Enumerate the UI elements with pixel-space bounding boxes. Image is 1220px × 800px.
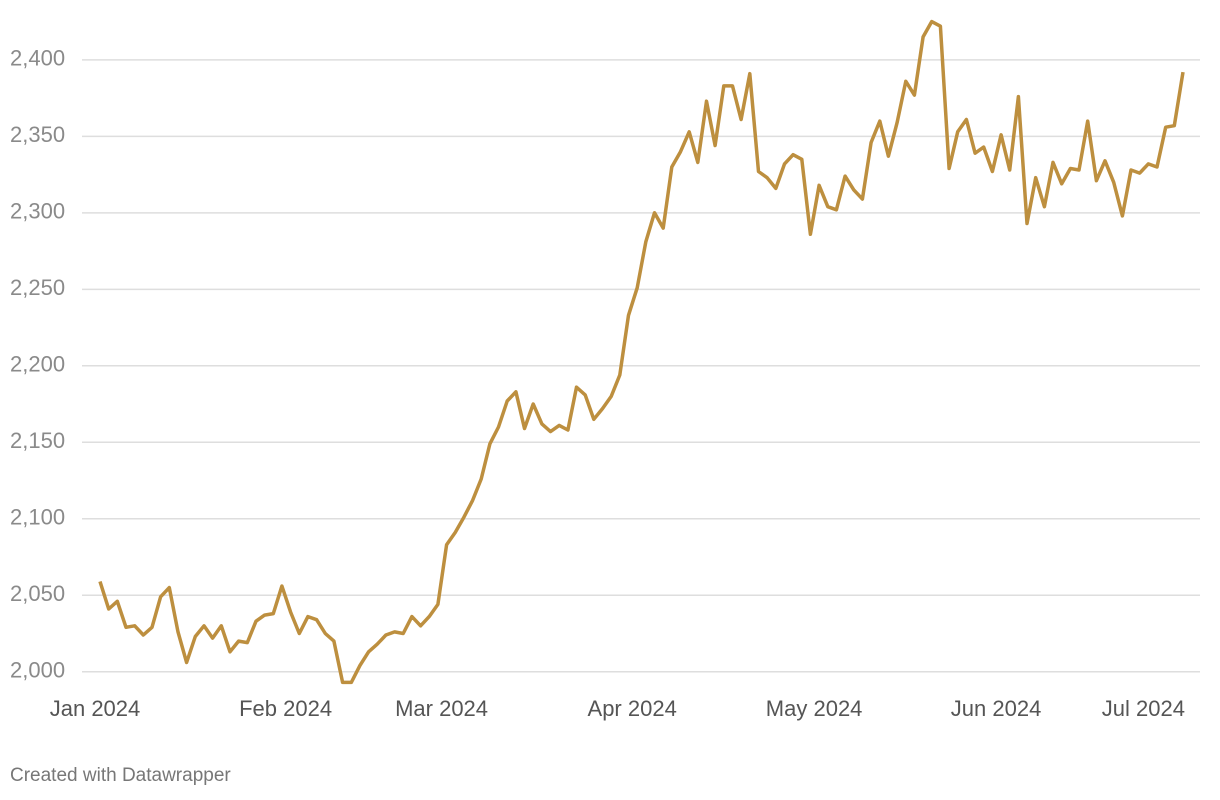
y-tick-label: 2,100 xyxy=(10,505,65,530)
x-tick-label: Jun 2024 xyxy=(951,696,1042,721)
x-tick-label: Mar 2024 xyxy=(395,696,488,721)
y-tick-label: 2,250 xyxy=(10,275,65,300)
line xyxy=(98,19,1185,685)
y-tick-label: 2,200 xyxy=(10,352,65,377)
y-tick-label: 2,000 xyxy=(10,658,65,683)
x-tick-label: Feb 2024 xyxy=(239,696,332,721)
x-tick-label: Apr 2024 xyxy=(588,696,677,721)
y-tick-label: 2,350 xyxy=(10,122,65,147)
y-tick-label: 2,150 xyxy=(10,428,65,453)
y-tick-label: 2,300 xyxy=(10,199,65,224)
footer: Created with Datawrapper xyxy=(10,765,231,786)
y-tick-label: 2,400 xyxy=(10,46,65,71)
y-tick-label: 2,050 xyxy=(10,581,65,606)
x-tick-label: May 2024 xyxy=(766,696,863,721)
x-tick-label: Jul 2024 xyxy=(1102,696,1185,721)
x-tick-label: Jan 2024 xyxy=(50,696,141,721)
